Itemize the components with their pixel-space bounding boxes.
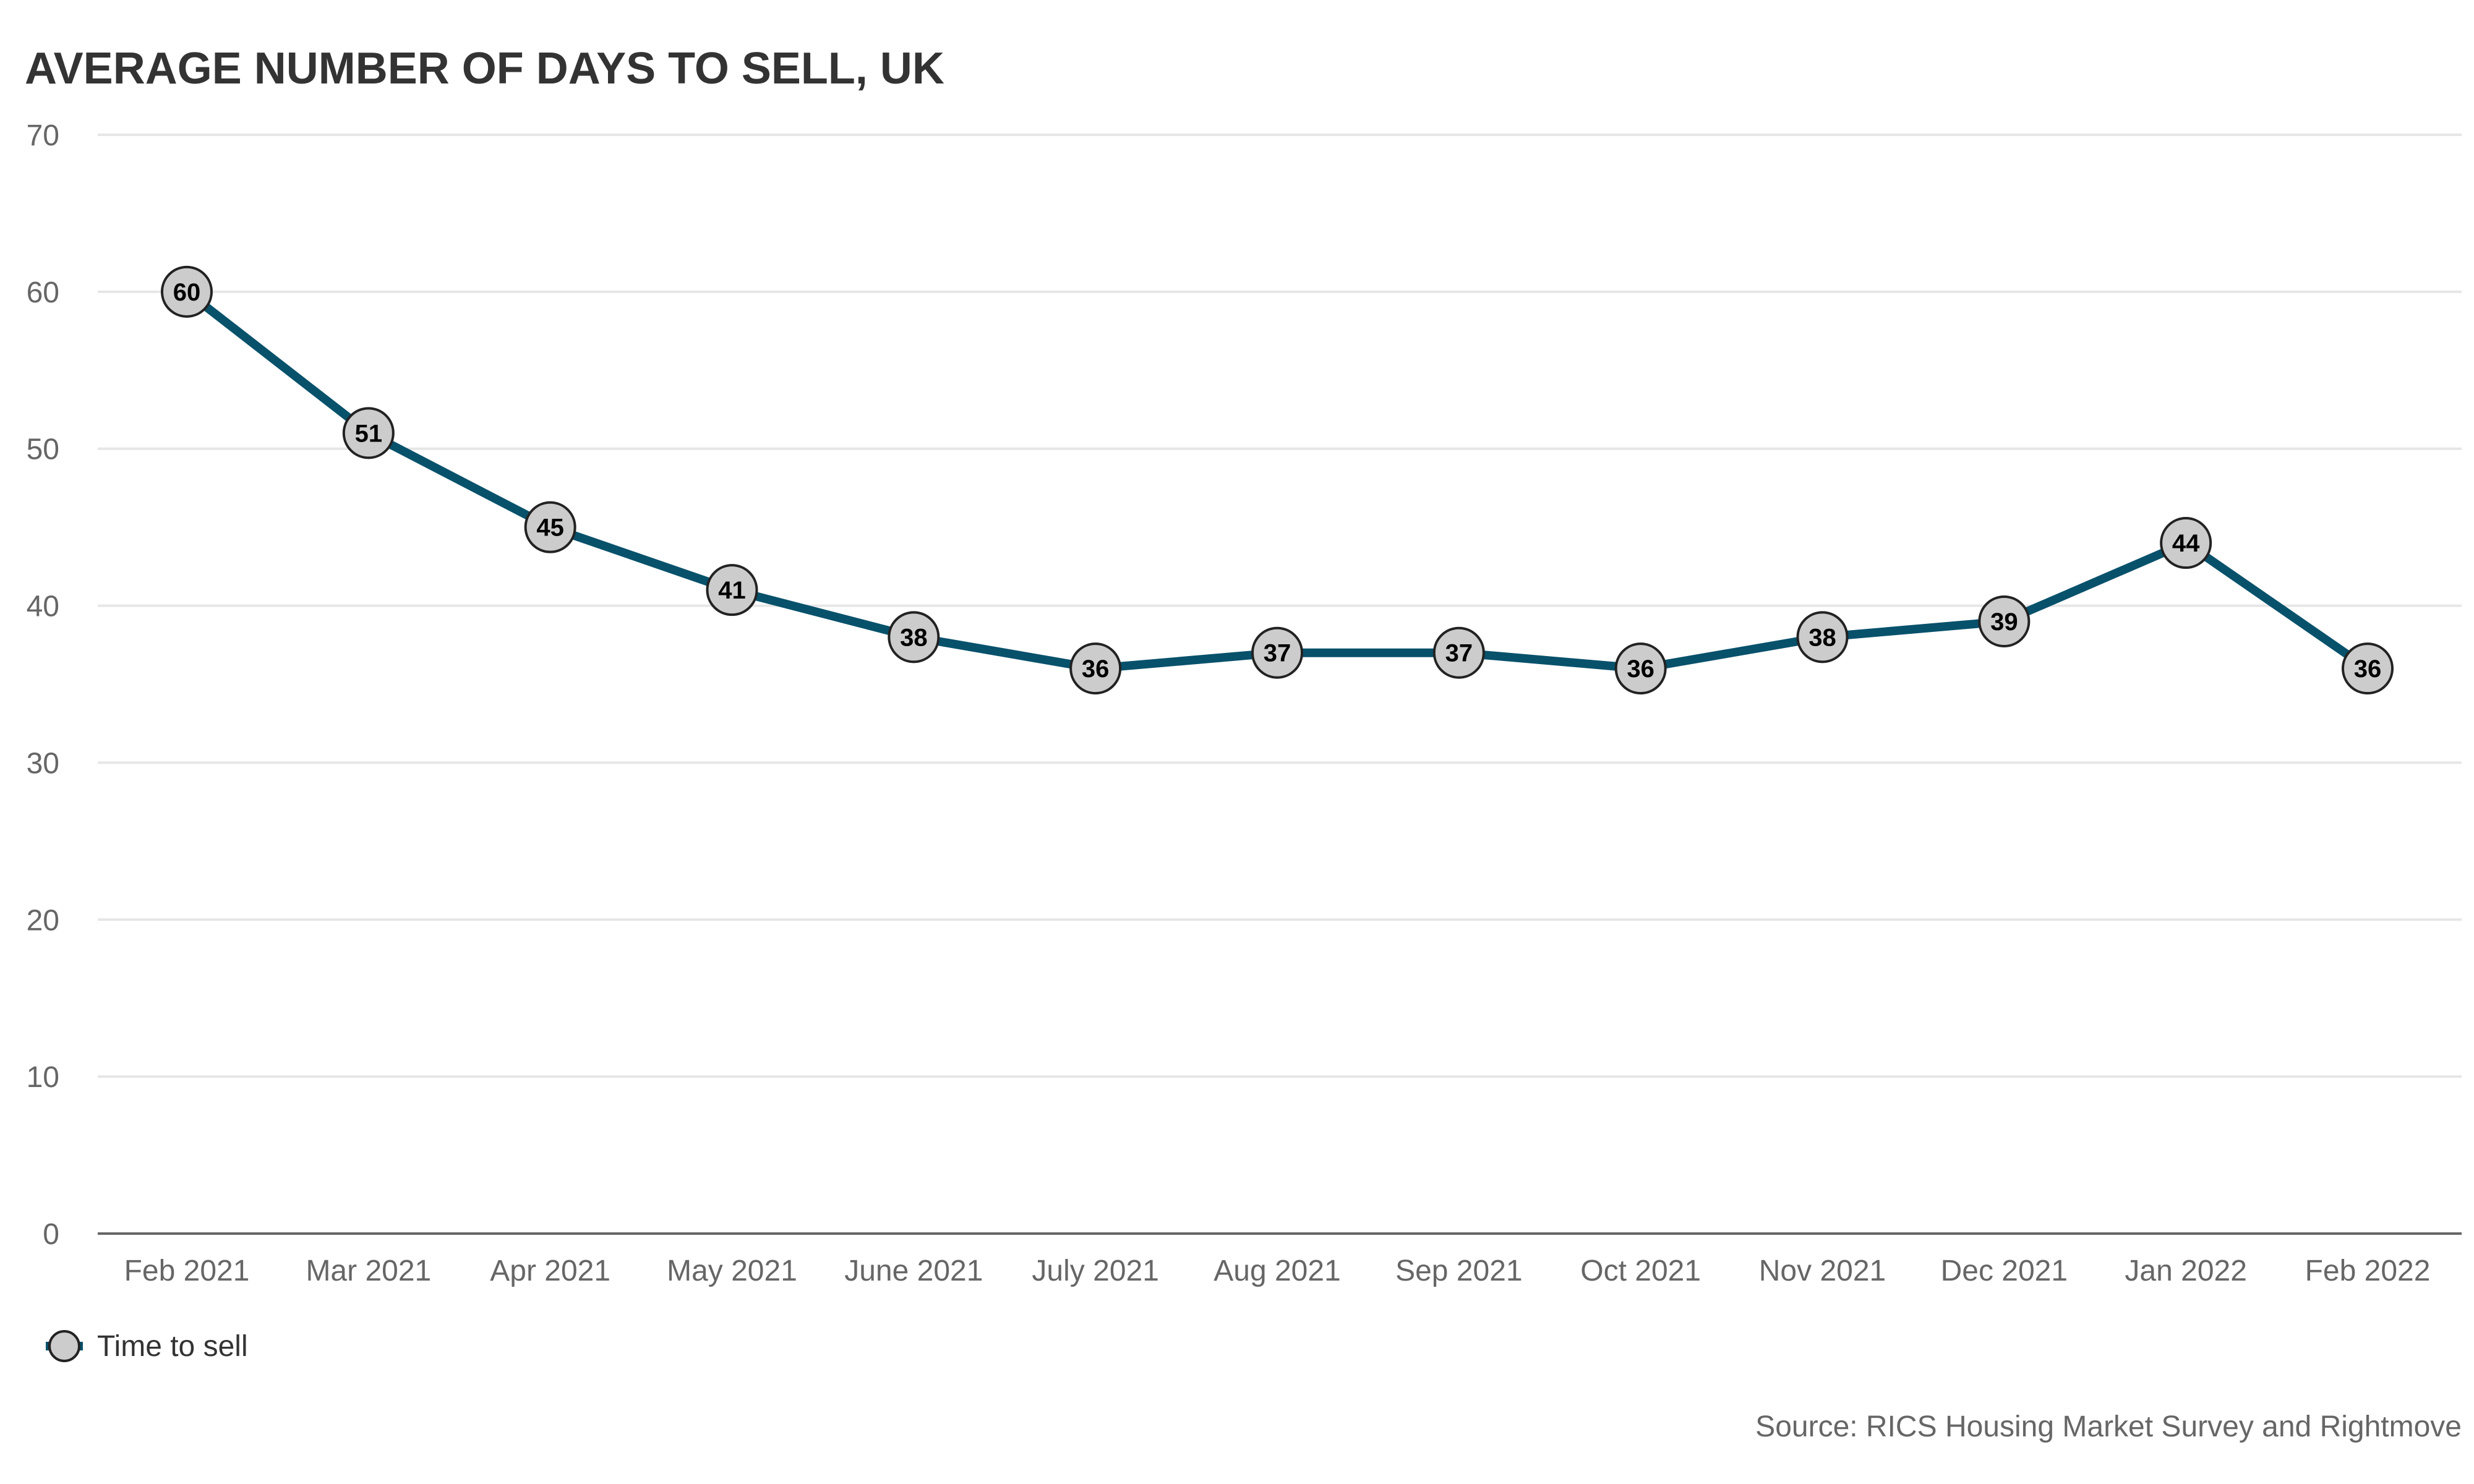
x-tick-label: Aug 2021 <box>1213 1255 1341 1287</box>
y-tick-label: 50 <box>27 433 59 466</box>
data-point-marker[interactable] <box>1069 642 1122 695</box>
x-tick-label: July 2021 <box>1032 1255 1158 1287</box>
data-label: 36 <box>1627 655 1654 683</box>
data-label: 60 <box>173 279 201 306</box>
x-tick-label: May 2021 <box>667 1255 797 1287</box>
legend-marker <box>48 1330 80 1362</box>
data-label: 36 <box>1082 655 1110 683</box>
x-tick-label: Nov 2021 <box>1759 1255 1886 1287</box>
data-label: 38 <box>1808 624 1836 651</box>
data-label: 45 <box>536 514 564 542</box>
source-note: Source: RICS Housing Market Survey and R… <box>1755 1410 2462 1443</box>
chart-title: AVERAGE NUMBER OF DAYS TO SELL, UK <box>25 44 944 93</box>
x-tick-label: Feb 2021 <box>124 1255 250 1287</box>
data-point-marker[interactable] <box>2342 642 2394 695</box>
data-point-marker[interactable] <box>1614 642 1667 695</box>
data-point-marker[interactable] <box>706 564 758 616</box>
y-tick-label: 10 <box>27 1061 59 1094</box>
series-group: 60 51 45 41 38 36 37 37 36 38 39 44 36 <box>161 265 2394 695</box>
y-tick-label: 30 <box>27 747 59 780</box>
data-point-marker[interactable] <box>1432 626 1485 679</box>
data-point-marker[interactable] <box>888 611 940 663</box>
legend[interactable]: Time to sell <box>46 1330 248 1363</box>
y-tick-label: 60 <box>27 276 59 309</box>
data-label: 36 <box>2354 655 2382 683</box>
x-tick-label: June 2021 <box>844 1255 983 1287</box>
legend-label: Time to sell <box>97 1330 248 1363</box>
data-point-marker[interactable] <box>161 265 213 318</box>
data-point-marker[interactable] <box>1796 611 1849 663</box>
data-label: 37 <box>1445 640 1473 667</box>
y-tick-label: 0 <box>43 1218 59 1251</box>
data-point-marker[interactable] <box>1251 626 1303 679</box>
y-axis-ticks: 0 10 20 30 40 50 60 70 <box>27 119 59 1251</box>
gridlines <box>98 134 2462 1078</box>
data-label: 39 <box>1990 608 2018 636</box>
data-point-marker[interactable] <box>2160 517 2212 569</box>
data-label: 41 <box>718 577 746 604</box>
data-point-marker[interactable] <box>342 407 395 459</box>
y-tick-label: 70 <box>27 119 59 152</box>
data-label: 44 <box>2172 530 2200 557</box>
x-tick-label: Dec 2021 <box>1941 1255 2068 1287</box>
x-tick-label: Apr 2021 <box>490 1255 610 1287</box>
y-tick-label: 20 <box>27 904 59 937</box>
data-label: 37 <box>1264 640 1291 667</box>
data-label: 51 <box>355 420 383 447</box>
y-tick-label: 40 <box>27 591 59 623</box>
x-tick-label: Mar 2021 <box>306 1255 431 1287</box>
series-line-time-to-sell <box>182 287 2372 673</box>
data-point-marker[interactable] <box>1978 595 2031 647</box>
x-tick-label: Jan 2022 <box>2125 1255 2247 1287</box>
x-tick-label: Sep 2021 <box>1395 1255 1523 1287</box>
x-tick-label: Oct 2021 <box>1580 1255 1701 1287</box>
data-label: 38 <box>900 624 928 651</box>
x-tick-label: Feb 2022 <box>2305 1255 2431 1287</box>
x-axis-ticks: Feb 2021 Mar 2021 Apr 2021 May 2021 June 202… <box>124 1255 2431 1287</box>
data-point-marker[interactable] <box>524 501 576 553</box>
